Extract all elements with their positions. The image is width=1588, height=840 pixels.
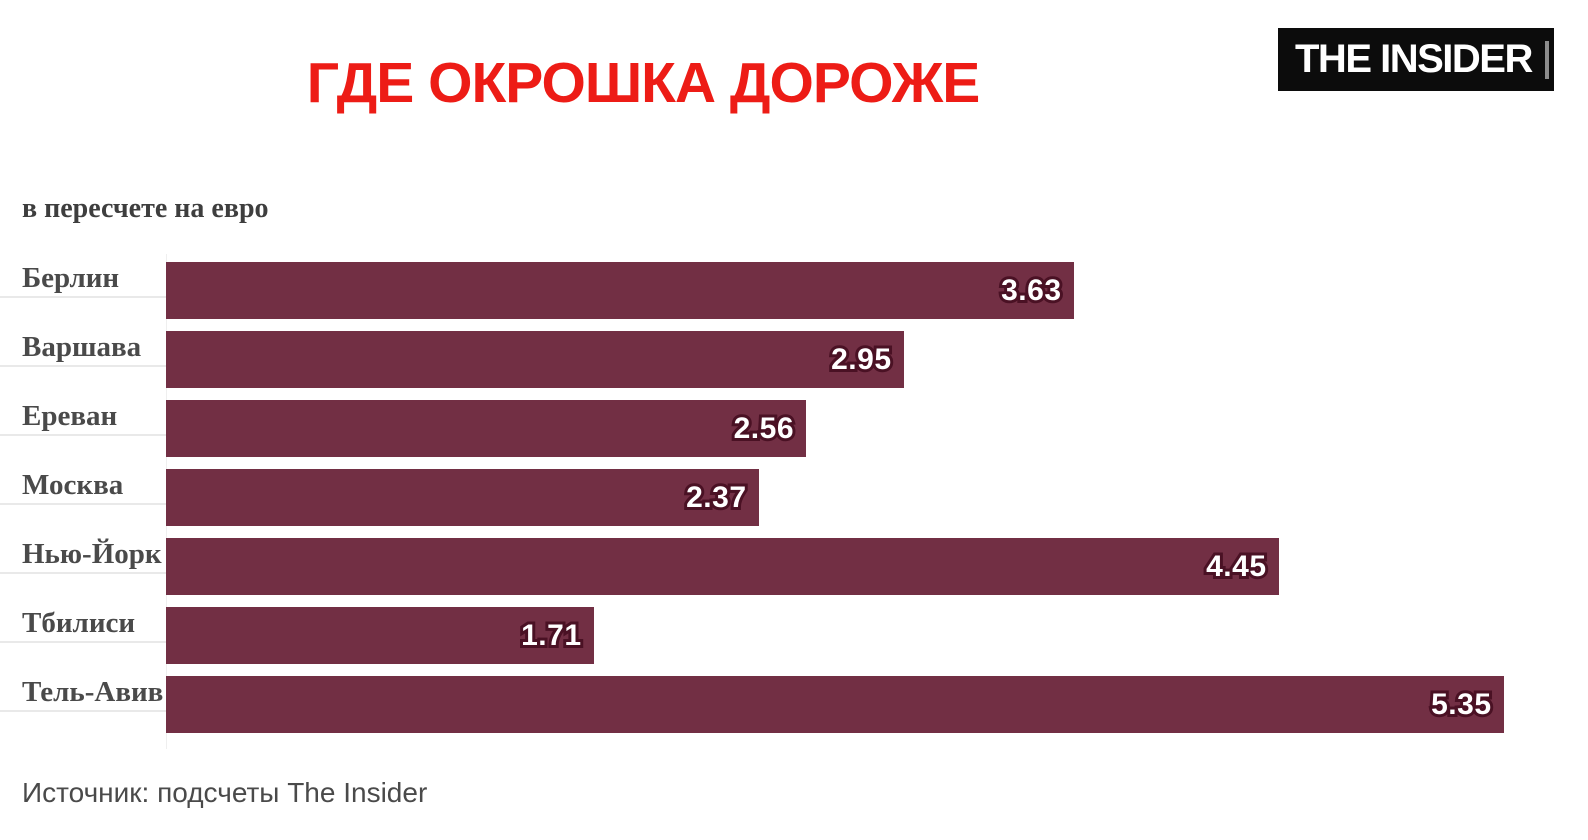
bar-value-label: 2.95 xyxy=(828,340,894,379)
chart-subtitle: в пересчете на евро xyxy=(22,193,269,224)
bar-row: Тель-Авив 5.35 xyxy=(0,676,1588,733)
bar-row: Москва 2.37 xyxy=(0,469,1588,526)
source-caption: Источник: подсчеты The Insider xyxy=(22,777,428,808)
bar-value-label: 4.45 xyxy=(1203,547,1269,586)
bar-value-label: 1.71 xyxy=(518,616,584,655)
category-label: Нью-Йорк xyxy=(22,538,162,570)
category-label: Варшава xyxy=(22,331,142,363)
category-label: Ереван xyxy=(22,400,118,432)
bar-row: Тбилиси 1.71 xyxy=(0,607,1588,664)
category-label: Тель-Авив xyxy=(22,676,164,708)
category-label-cell: Тель-Авив xyxy=(0,676,166,712)
logo-cursor-bar-icon xyxy=(1545,40,1549,79)
category-label-cell: Варшава xyxy=(0,331,166,367)
bar-row: Варшава 2.95 xyxy=(0,331,1588,388)
bar-row: Ереван 2.56 xyxy=(0,400,1588,457)
the-insider-logo: THE INSIDER xyxy=(1278,28,1554,91)
bar-value-label: 2.37 xyxy=(683,478,749,517)
category-label-cell: Тбилиси xyxy=(0,607,166,643)
bar-value-label: 5.35 xyxy=(1428,685,1494,724)
category-label-cell: Ереван xyxy=(0,400,166,436)
bar: 3.63 xyxy=(166,262,1074,319)
logo-text: THE INSIDER xyxy=(1295,37,1533,81)
category-label-cell: Москва xyxy=(0,469,166,505)
category-label: Берлин xyxy=(22,262,120,294)
category-label: Москва xyxy=(22,469,124,501)
bar: 1.71 xyxy=(166,607,594,664)
bar-value-label: 2.56 xyxy=(731,409,797,448)
bar-row: Нью-Йорк 4.45 xyxy=(0,538,1588,595)
bar: 2.95 xyxy=(166,331,904,388)
bar: 5.35 xyxy=(166,676,1504,733)
category-label: Тбилиси xyxy=(22,607,136,639)
category-label-cell: Нью-Йорк xyxy=(0,538,166,574)
bar-value-label: 3.63 xyxy=(998,271,1064,310)
page-title: ГДЕ ОКРОШКА ДОРОЖЕ xyxy=(306,51,981,115)
bar: 4.45 xyxy=(166,538,1279,595)
bar: 2.56 xyxy=(166,400,806,457)
category-label-cell: Берлин xyxy=(0,262,166,298)
bar-chart: Берлин 3.63 Варшава 2.95 Ереван 2.56 Мос… xyxy=(0,254,1588,749)
bar: 2.37 xyxy=(166,469,759,526)
bar-row: Берлин 3.63 xyxy=(0,262,1588,319)
